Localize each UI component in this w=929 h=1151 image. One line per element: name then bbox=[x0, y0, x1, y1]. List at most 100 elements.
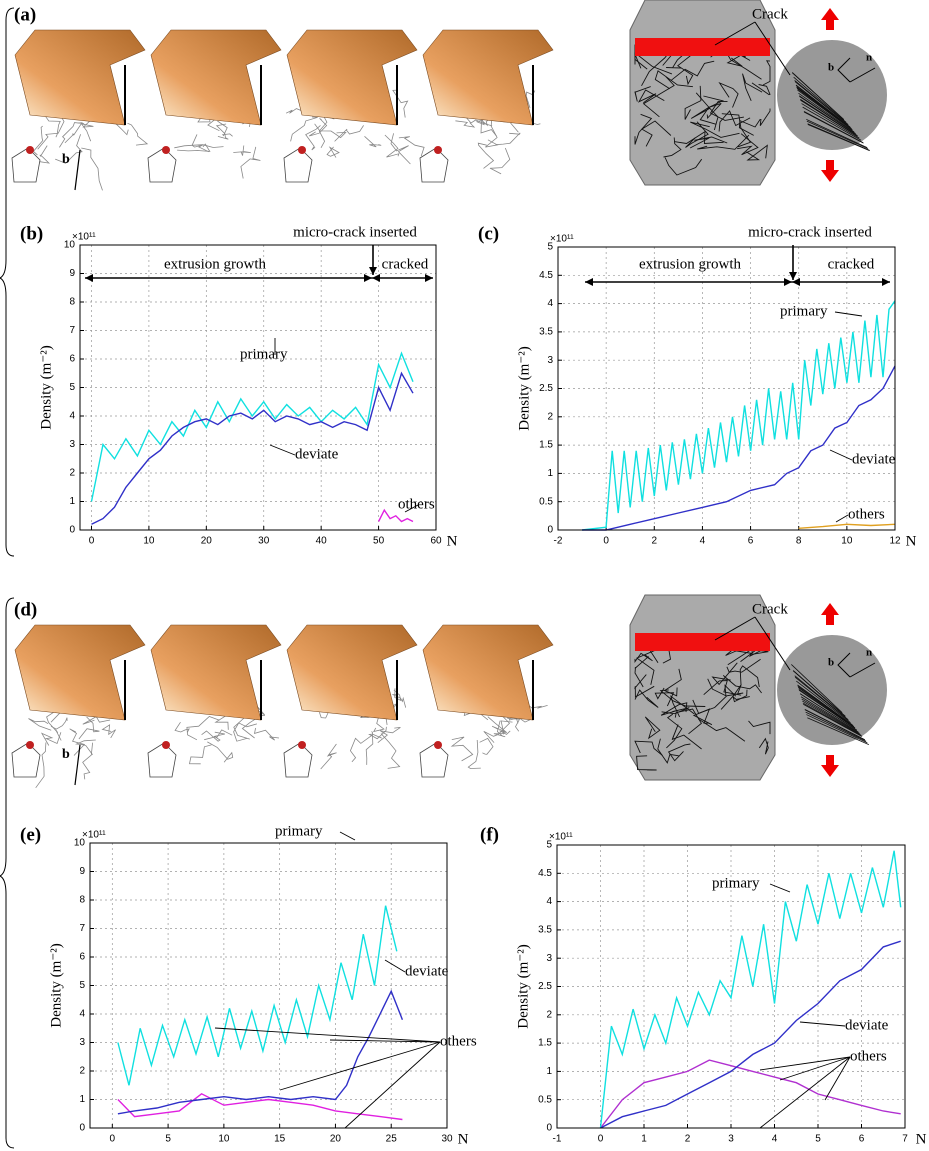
dislocation bbox=[794, 80, 848, 125]
arrow-head bbox=[364, 274, 372, 282]
series-label: primary bbox=[275, 823, 323, 839]
dislocation bbox=[666, 48, 690, 69]
dislocation bbox=[308, 118, 328, 137]
dislocation bbox=[467, 739, 481, 769]
dislocation bbox=[670, 695, 695, 718]
panel-label: (e) bbox=[20, 824, 41, 845]
axis-exponent: ×10¹¹ bbox=[82, 830, 106, 841]
y-tick-label: 5 bbox=[79, 980, 85, 991]
dislocation bbox=[479, 737, 494, 755]
site bbox=[434, 741, 442, 749]
dislocation bbox=[806, 120, 869, 150]
dislocation bbox=[806, 119, 868, 149]
arrow-head bbox=[425, 274, 433, 282]
arrow-head bbox=[784, 278, 792, 286]
dislocation bbox=[177, 143, 211, 152]
dislocation bbox=[634, 86, 651, 102]
dislocation bbox=[794, 676, 849, 721]
series-line bbox=[798, 523, 896, 529]
series-label: others bbox=[848, 506, 885, 522]
dislocation bbox=[368, 726, 387, 740]
dislocation bbox=[305, 125, 321, 151]
dislocation bbox=[365, 731, 374, 765]
y-tick-label: 2.5 bbox=[539, 383, 553, 394]
site bbox=[26, 146, 34, 154]
dislocation bbox=[739, 665, 760, 688]
dislocation bbox=[796, 680, 851, 723]
x-tick-label: 0 bbox=[110, 1134, 116, 1145]
zoom bbox=[777, 635, 887, 745]
dislocation bbox=[59, 122, 85, 148]
panel-label: (b) bbox=[20, 223, 43, 244]
dislocation bbox=[663, 137, 682, 158]
arrow-head bbox=[369, 267, 377, 275]
dislocation bbox=[762, 60, 771, 86]
dislocation bbox=[390, 133, 411, 165]
dislocation bbox=[634, 674, 655, 698]
dislocation bbox=[748, 720, 771, 735]
dislocation bbox=[674, 708, 702, 735]
y-tick-label: 6 bbox=[69, 354, 75, 365]
y-tick-label: 5 bbox=[547, 242, 553, 253]
dislocation bbox=[64, 122, 83, 144]
panel-label: (d) bbox=[14, 599, 37, 620]
annotation: cracked bbox=[828, 256, 875, 272]
dislocation bbox=[711, 662, 738, 686]
vector bbox=[74, 744, 81, 786]
series-line bbox=[91, 371, 414, 525]
y-tick-label: 1.5 bbox=[539, 440, 553, 451]
series-line bbox=[377, 508, 414, 523]
leader bbox=[269, 444, 296, 456]
crack-label: Crack bbox=[752, 601, 788, 617]
dislocation bbox=[807, 717, 870, 746]
y-tick-label: 3 bbox=[69, 439, 75, 450]
dislocation bbox=[491, 720, 513, 736]
site bbox=[162, 741, 170, 749]
grain bbox=[283, 742, 313, 778]
x-tick-label: 40 bbox=[316, 536, 328, 547]
vector bbox=[74, 149, 81, 191]
vector-label: n bbox=[866, 647, 872, 659]
annotation: extrusion growth bbox=[639, 256, 742, 272]
dislocation bbox=[805, 711, 867, 742]
dislocation bbox=[798, 92, 855, 133]
site bbox=[26, 741, 34, 749]
arrow-head bbox=[85, 274, 93, 282]
series-label: primary bbox=[240, 346, 288, 362]
dislocation bbox=[801, 698, 860, 734]
site bbox=[434, 146, 442, 154]
y-tick-label: 1 bbox=[79, 1094, 85, 1105]
dislocation bbox=[485, 114, 499, 148]
y-tick-label: 10 bbox=[64, 240, 76, 251]
annotation: cracked bbox=[382, 256, 429, 272]
leader bbox=[714, 21, 756, 46]
dislocation bbox=[349, 734, 373, 763]
dislocation bbox=[803, 110, 864, 144]
dislocation bbox=[802, 700, 861, 735]
dislocation bbox=[795, 84, 851, 128]
y-tick-label: 5 bbox=[69, 382, 75, 393]
y-tick-label: 7 bbox=[69, 325, 75, 336]
x-tick-label: 5 bbox=[165, 1134, 171, 1145]
dislocation bbox=[377, 727, 401, 744]
series-line bbox=[599, 1059, 901, 1129]
x-tick-label: 2 bbox=[685, 1134, 691, 1145]
axis-exponent: ×10¹¹ bbox=[549, 832, 573, 843]
slab bbox=[150, 29, 282, 126]
annotation: micro-crack inserted bbox=[748, 224, 872, 240]
dislocation bbox=[450, 736, 474, 762]
x-tick-label: 2 bbox=[652, 536, 658, 547]
dislocation bbox=[746, 144, 768, 161]
y-tick-label: 1 bbox=[69, 496, 75, 507]
axis-vec bbox=[837, 652, 851, 678]
dislocation bbox=[664, 157, 703, 176]
dislocation bbox=[55, 134, 83, 164]
brace bbox=[0, 597, 15, 1149]
dislocation bbox=[684, 85, 702, 120]
x-tick-label: -1 bbox=[553, 1134, 562, 1145]
x-tick-label: 10 bbox=[143, 536, 155, 547]
series-label: deviate bbox=[405, 963, 449, 979]
dislocation bbox=[798, 95, 856, 134]
x-tick-label: 10 bbox=[841, 536, 853, 547]
x-tick-label: 6 bbox=[748, 536, 754, 547]
